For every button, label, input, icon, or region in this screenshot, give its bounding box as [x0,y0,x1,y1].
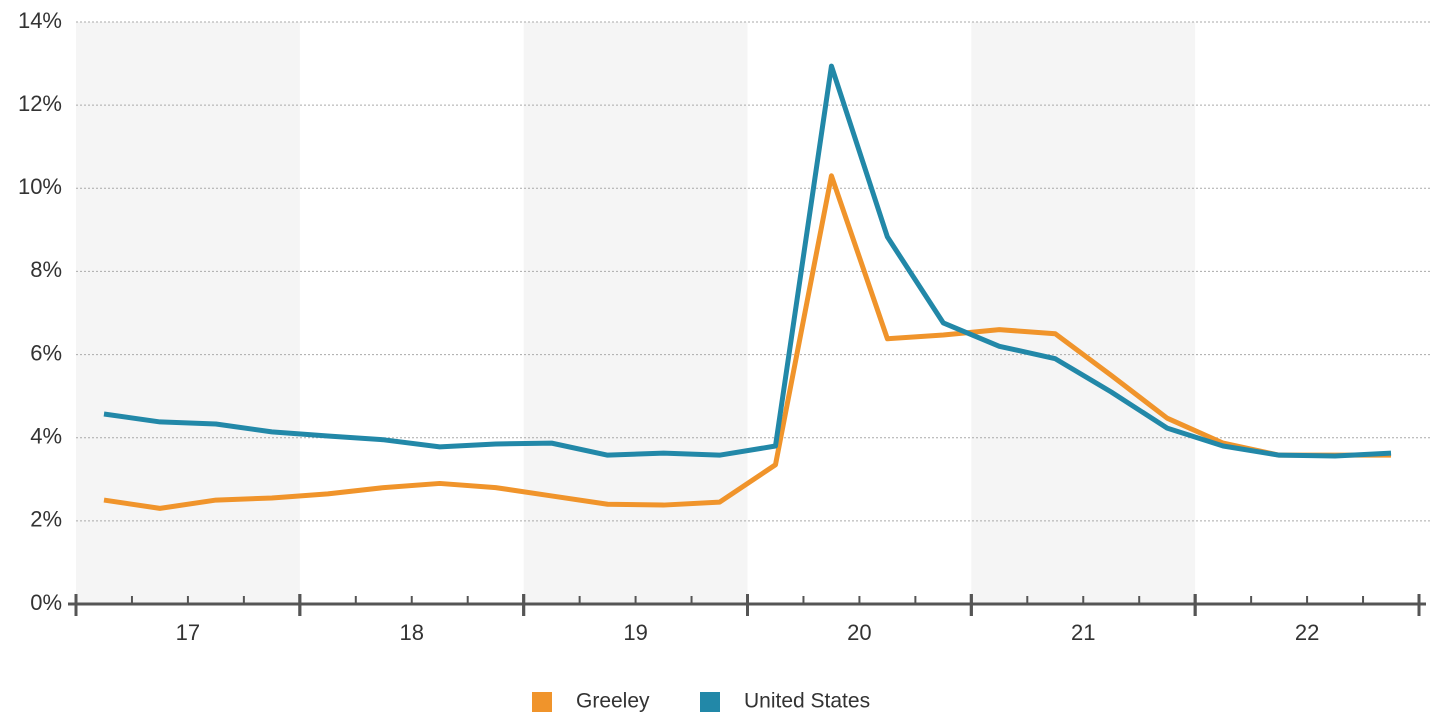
legend-swatch [700,692,720,712]
x-tick-label: 20 [847,620,871,645]
y-tick-label: 8% [30,257,62,282]
band-layer [76,22,1196,604]
series-line [103,173,1392,511]
series-line [103,63,1392,459]
x-tick-label: 22 [1295,620,1319,645]
y-tick-label: 12% [18,91,62,116]
x-tick-label: 21 [1071,620,1095,645]
y-tick-label: 14% [18,8,62,33]
year-band [971,22,1196,604]
y-tick-label: 4% [30,424,62,449]
x-tick-label: 18 [400,620,424,645]
y-tick-label: 2% [30,507,62,532]
y-tick-label: 10% [18,174,62,199]
year-band [523,22,748,604]
legend-label: Greeley [576,690,650,713]
legend-swatch [532,692,552,712]
x-tick-label: 17 [176,620,200,645]
legend-label: United States [744,690,870,713]
year-band [76,22,300,604]
y-tick-label: 0% [30,590,62,615]
x-tick-label: 19 [623,620,647,645]
y-tick-label: 6% [30,340,62,365]
